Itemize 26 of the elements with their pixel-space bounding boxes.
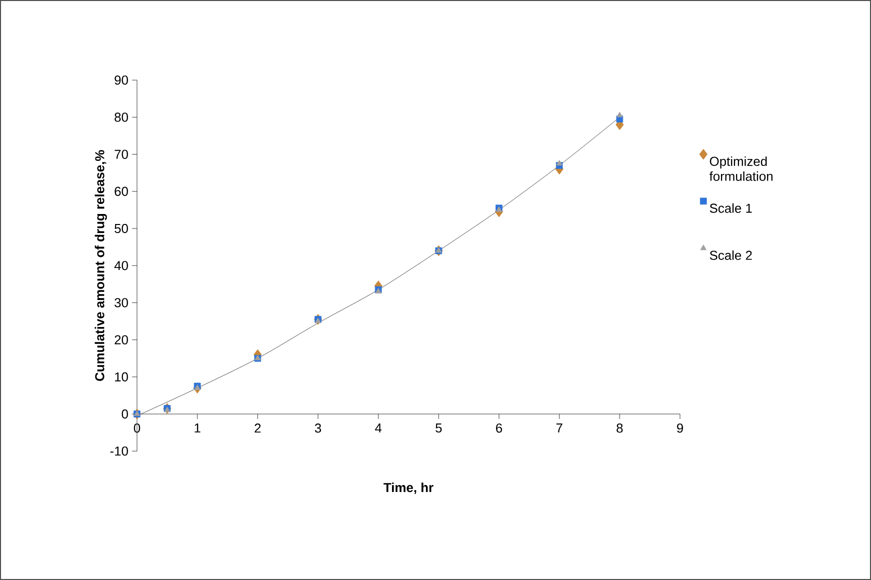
- y-tick-label: -10: [110, 446, 128, 456]
- y-tick-label: 80: [114, 112, 128, 122]
- x-axis-title: Time, hr: [384, 482, 434, 494]
- x-tick-label: 4: [375, 424, 382, 432]
- y-tick-label: 50: [114, 224, 128, 234]
- legend-label: Scale 2: [710, 250, 752, 260]
- y-tick-label: 0: [122, 409, 128, 419]
- y-tick-label: 20: [114, 335, 128, 344]
- legend-label: Optimized formulation: [709, 156, 772, 181]
- y-tick-label: 30: [114, 298, 128, 308]
- y-tick-label: 70: [114, 150, 128, 159]
- y-axis-title: Cumulative amount of drug release,%: [94, 150, 107, 381]
- x-tick-label: 9: [677, 424, 683, 433]
- x-tick-label: 6: [496, 424, 502, 433]
- x-tick-label: 1: [194, 424, 200, 432]
- x-tick-label: 2: [254, 424, 261, 433]
- legend-label: Scale 1: [710, 203, 752, 213]
- x-tick-label: 7: [556, 424, 562, 432]
- y-tick-label: 40: [114, 261, 128, 270]
- y-tick-label: 90: [114, 76, 128, 85]
- x-tick-label: 0: [134, 424, 140, 433]
- y-tick-label: 60: [114, 186, 128, 196]
- x-tick-label: 3: [314, 424, 322, 433]
- x-tick-label: 8: [616, 424, 623, 433]
- x-tick-label: 5: [436, 424, 442, 433]
- y-tick-label: 10: [115, 372, 128, 382]
